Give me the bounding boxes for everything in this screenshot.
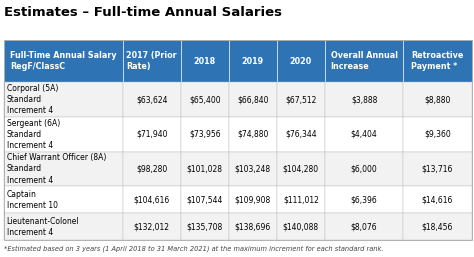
Text: $98,280: $98,280 (136, 164, 167, 173)
Text: $135,708: $135,708 (187, 222, 223, 231)
Text: 2020: 2020 (290, 57, 312, 66)
Text: $13,716: $13,716 (422, 164, 453, 173)
Text: $111,012: $111,012 (283, 195, 319, 204)
Text: Retroactive
Payment *: Retroactive Payment * (411, 51, 464, 71)
Text: $73,956: $73,956 (189, 130, 221, 139)
Text: Chief Warrant Officer (8A)
Standard
Increment 4: Chief Warrant Officer (8A) Standard Incr… (7, 153, 106, 185)
Text: $14,616: $14,616 (422, 195, 453, 204)
Text: $107,544: $107,544 (187, 195, 223, 204)
Text: $66,840: $66,840 (237, 95, 269, 104)
Text: $67,512: $67,512 (285, 95, 317, 104)
Text: $76,344: $76,344 (285, 130, 317, 139)
Text: $8,076: $8,076 (351, 222, 377, 231)
Text: Overall Annual
Increase: Overall Annual Increase (331, 51, 398, 71)
Text: $71,940: $71,940 (136, 130, 167, 139)
Text: Lieutenant-Colonel
Increment 4: Lieutenant-Colonel Increment 4 (7, 217, 79, 237)
Text: $104,616: $104,616 (134, 195, 170, 204)
Text: 2017 (Prior
Rate): 2017 (Prior Rate) (127, 51, 177, 71)
Text: $101,028: $101,028 (187, 164, 223, 173)
Text: Sergeant (6A)
Standard
Increment 4: Sergeant (6A) Standard Increment 4 (7, 119, 60, 150)
Text: $109,908: $109,908 (235, 195, 271, 204)
Text: Estimates – Full-time Annual Salaries: Estimates – Full-time Annual Salaries (4, 6, 282, 20)
Text: $4,404: $4,404 (351, 130, 377, 139)
Text: $140,088: $140,088 (283, 222, 319, 231)
Text: $6,396: $6,396 (351, 195, 377, 204)
Text: Corporal (5A)
Standard
Increment 4: Corporal (5A) Standard Increment 4 (7, 84, 58, 115)
Text: $138,696: $138,696 (235, 222, 271, 231)
Text: $6,000: $6,000 (351, 164, 377, 173)
Text: $74,880: $74,880 (237, 130, 269, 139)
Text: $3,888: $3,888 (351, 95, 377, 104)
Text: Full-Time Annual Salary
RegF/ClassC: Full-Time Annual Salary RegF/ClassC (10, 51, 117, 71)
Text: $132,012: $132,012 (134, 222, 170, 231)
Text: $8,880: $8,880 (424, 95, 451, 104)
Text: $103,248: $103,248 (235, 164, 271, 173)
Text: 2019: 2019 (242, 57, 264, 66)
Text: $104,280: $104,280 (283, 164, 319, 173)
Text: $65,400: $65,400 (189, 95, 221, 104)
Text: $18,456: $18,456 (422, 222, 453, 231)
Text: $63,624: $63,624 (136, 95, 167, 104)
Text: *Estimated based on 3 years (1 April 2018 to 31 March 2021) at the maximum incre: *Estimated based on 3 years (1 April 201… (4, 245, 383, 252)
Text: 2018: 2018 (194, 57, 216, 66)
Text: Captain
Increment 10: Captain Increment 10 (7, 190, 58, 210)
Text: $9,360: $9,360 (424, 130, 451, 139)
